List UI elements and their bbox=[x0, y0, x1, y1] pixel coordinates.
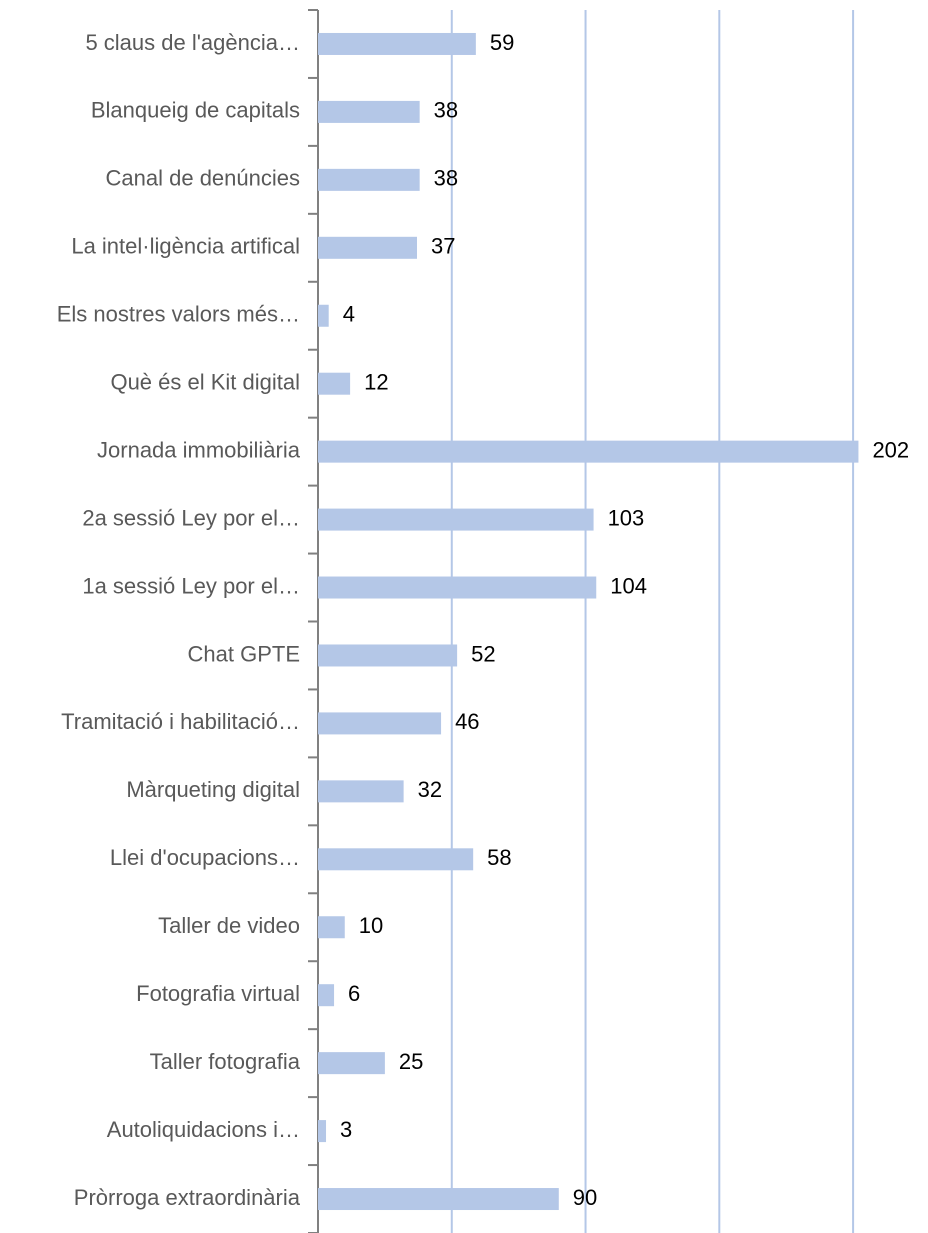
category-label: Autoliquidacions i… bbox=[107, 1117, 300, 1142]
bar bbox=[318, 508, 594, 531]
data-label: 38 bbox=[434, 166, 458, 191]
category-label: Blanqueig de capitals bbox=[91, 98, 300, 123]
data-label: 59 bbox=[490, 30, 514, 55]
bar bbox=[318, 372, 351, 395]
category-label: La intel·ligència artifical bbox=[71, 234, 300, 259]
data-label: 202 bbox=[872, 437, 909, 462]
data-label: 25 bbox=[399, 1049, 423, 1074]
data-label: 12 bbox=[364, 370, 388, 395]
bar bbox=[318, 576, 597, 599]
data-label: 38 bbox=[434, 98, 458, 123]
category-label: Tramitació i habilitació… bbox=[61, 709, 300, 734]
data-label: 4 bbox=[343, 302, 355, 327]
data-label: 3 bbox=[340, 1117, 352, 1142]
data-label: 6 bbox=[348, 981, 360, 1006]
data-label: 90 bbox=[573, 1185, 597, 1210]
bar bbox=[318, 304, 329, 327]
bar bbox=[318, 32, 476, 55]
category-label: 5 claus de l'agència… bbox=[85, 30, 300, 55]
bar bbox=[318, 100, 420, 123]
bar bbox=[318, 644, 458, 667]
bar bbox=[318, 916, 345, 939]
category-label: Els nostres valors més… bbox=[57, 302, 300, 327]
bar bbox=[318, 236, 417, 259]
category-label: Chat GPTE bbox=[188, 641, 300, 666]
category-label: Pròrroga extraordinària bbox=[74, 1185, 301, 1210]
bar bbox=[318, 1188, 559, 1211]
bar bbox=[318, 1052, 385, 1075]
data-label: 104 bbox=[610, 573, 647, 598]
bar bbox=[318, 440, 859, 463]
category-label: 1a sessió Ley por el… bbox=[82, 573, 300, 598]
bar bbox=[318, 1120, 327, 1143]
bar bbox=[318, 168, 420, 191]
category-label: Taller de video bbox=[158, 913, 300, 938]
category-label: Fotografia virtual bbox=[136, 981, 300, 1006]
data-label: 46 bbox=[455, 709, 479, 734]
data-label: 58 bbox=[487, 845, 511, 870]
bar bbox=[318, 984, 335, 1007]
category-label: Què és el Kit digital bbox=[110, 370, 300, 395]
bar bbox=[318, 848, 474, 871]
category-label: Taller fotografia bbox=[150, 1049, 301, 1074]
category-label: Canal de denúncies bbox=[106, 166, 300, 191]
category-label: Jornada immobiliària bbox=[97, 437, 301, 462]
category-label: Màrqueting digital bbox=[126, 777, 300, 802]
data-label: 32 bbox=[418, 777, 442, 802]
data-label: 52 bbox=[471, 641, 495, 666]
bar bbox=[318, 712, 442, 735]
category-label: Llei d'ocupacions… bbox=[110, 845, 300, 870]
category-label: 2a sessió Ley por el… bbox=[82, 505, 300, 530]
data-label: 103 bbox=[608, 505, 645, 530]
data-label: 10 bbox=[359, 913, 383, 938]
data-label: 37 bbox=[431, 234, 455, 259]
bar bbox=[318, 780, 404, 803]
